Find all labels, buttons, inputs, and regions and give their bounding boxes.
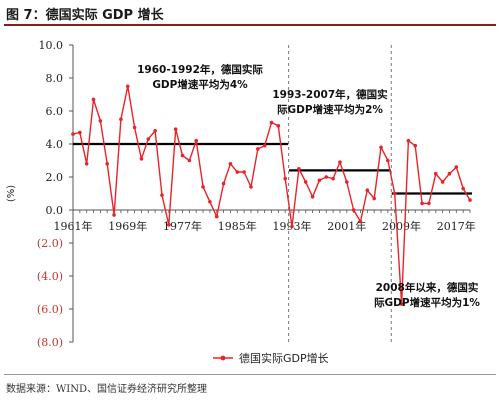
data-point xyxy=(180,153,185,158)
data-point xyxy=(256,147,260,151)
data-point xyxy=(290,224,294,229)
data-point xyxy=(91,97,96,102)
data-point xyxy=(139,157,144,161)
data-point xyxy=(167,223,171,227)
data-point xyxy=(283,176,287,181)
data-point xyxy=(317,178,322,183)
x-tick-label: 1969年 xyxy=(108,219,147,233)
x-tick-label: 2001年 xyxy=(327,219,366,233)
data-point xyxy=(242,170,246,174)
data-point xyxy=(420,201,424,206)
figure-title: 图 7：德国实际 GDP 增长 xyxy=(6,8,164,23)
data-point xyxy=(153,129,157,133)
y-axis-title: (%) xyxy=(6,185,17,202)
data-point xyxy=(173,127,178,131)
data-point xyxy=(276,124,281,128)
data-point xyxy=(447,171,452,176)
y-axis: 10.0 8.0 6.0 4.0 2.0 0.0 (2.0) (4.0) (6.0) (8.0) (… xyxy=(6,39,74,349)
y-tick-label: (8.0) xyxy=(37,336,63,349)
y-tick-label: 2.0 xyxy=(46,171,64,184)
data-point xyxy=(146,137,151,141)
data-point xyxy=(392,191,397,196)
y-tick-label: 0.0 xyxy=(46,204,64,217)
data-point xyxy=(98,119,103,123)
legend: 德国实际GDP增长 xyxy=(213,351,329,365)
data-point xyxy=(406,138,411,143)
data-point xyxy=(468,198,472,202)
x-axis: 1961年1969年1977年1985年1993年2001年2009年2017年 xyxy=(54,209,476,233)
data-point xyxy=(235,170,240,174)
data-point xyxy=(84,162,89,166)
series-line xyxy=(72,85,471,305)
source-note: 数据来源：WIND、国信证券经济研究所整理 xyxy=(6,384,207,395)
x-tick-label: 1977年 xyxy=(163,219,202,233)
data-point xyxy=(269,120,274,125)
data-point xyxy=(208,199,212,204)
data-point xyxy=(310,195,315,199)
x-tick-label: 1961年 xyxy=(54,219,93,233)
data-point xyxy=(427,201,431,206)
series-gdp xyxy=(71,84,472,306)
data-point xyxy=(160,193,164,197)
data-point xyxy=(214,214,219,219)
annotation-text: GDP增速平均为4% xyxy=(152,78,248,91)
data-point xyxy=(125,84,130,89)
data-point xyxy=(262,143,267,148)
data-point xyxy=(386,158,390,163)
period-averages xyxy=(73,142,472,195)
title-rule xyxy=(4,24,496,26)
data-point xyxy=(331,176,335,181)
x-tick-label: 2009年 xyxy=(382,219,421,233)
y-tick-label: 6.0 xyxy=(46,105,64,118)
data-point xyxy=(221,181,226,186)
y-tick-label: (6.0) xyxy=(37,303,63,316)
data-point xyxy=(372,196,376,201)
annotations: 1960-1992年，德国实际GDP增速平均为4%1993-2007年，德国实际… xyxy=(137,63,480,309)
data-point xyxy=(351,208,356,212)
data-point xyxy=(365,188,370,192)
data-point xyxy=(433,171,438,176)
annotation-text: 1993-2007年，德国实 xyxy=(272,88,388,101)
data-point xyxy=(324,175,329,179)
data-point xyxy=(379,145,383,150)
data-point xyxy=(187,158,192,163)
data-point xyxy=(228,162,233,166)
data-point xyxy=(194,138,199,143)
data-point xyxy=(132,125,137,130)
data-point xyxy=(440,180,445,184)
data-point xyxy=(303,180,308,184)
data-point xyxy=(454,165,459,169)
gdp-growth-chart: 10.0 8.0 6.0 4.0 2.0 0.0 (2.0) (4.0) (6.0) (8.0) (… xyxy=(6,39,480,365)
annotation-text: 2008年以来，德国实 xyxy=(376,281,479,294)
data-point xyxy=(78,130,82,135)
data-point xyxy=(399,302,404,306)
annotation-text: 际GDP增速平均为2% xyxy=(277,103,383,116)
footer-rule xyxy=(4,374,496,375)
y-tick-label: (2.0) xyxy=(37,237,63,250)
data-point xyxy=(249,185,253,189)
data-point xyxy=(461,186,465,191)
data-point xyxy=(112,213,116,217)
y-tick-label: (4.0) xyxy=(37,270,63,283)
data-point xyxy=(105,162,110,166)
data-point xyxy=(338,160,342,164)
y-tick-label: 10.0 xyxy=(39,39,64,52)
annotation-text: 1960-1992年，德国实际 xyxy=(137,63,263,76)
data-point xyxy=(358,219,363,224)
annotation-text: 际GDP增速平均为1% xyxy=(374,296,480,309)
legend-marker xyxy=(220,355,226,361)
data-point xyxy=(119,117,123,122)
legend-label: 德国实际GDP增长 xyxy=(239,351,329,365)
x-tick-label: 1985年 xyxy=(218,219,257,233)
period-dividers xyxy=(288,45,392,342)
data-point xyxy=(297,166,301,171)
data-point xyxy=(201,185,205,189)
data-point xyxy=(71,132,75,136)
y-tick-label: 8.0 xyxy=(46,72,64,85)
data-point xyxy=(344,180,349,184)
y-tick-label: 4.0 xyxy=(46,138,64,151)
data-point xyxy=(413,143,418,148)
x-tick-label: 2017年 xyxy=(437,219,476,233)
